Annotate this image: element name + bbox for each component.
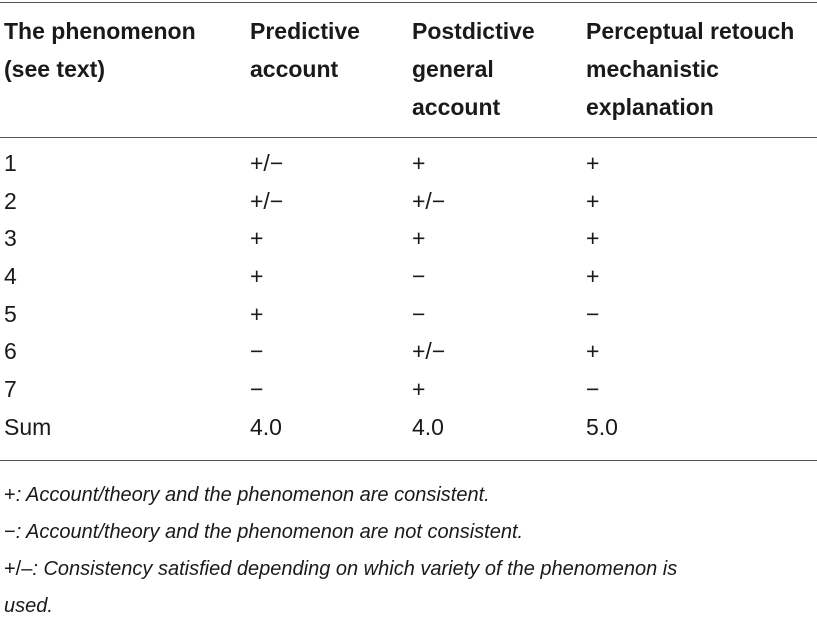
table-cell: 6: [4, 338, 17, 365]
table-cell: +: [586, 338, 600, 365]
table-cell: 5.0: [586, 413, 618, 440]
table-cell: +/−: [250, 150, 284, 176]
header-predictive: Predictive account: [250, 12, 360, 88]
table-cell: 7: [4, 376, 17, 403]
table-cell: −: [412, 263, 426, 290]
header-phenomenon: The phenomenon (see text): [4, 12, 196, 88]
header-line: account: [412, 94, 501, 120]
table-row-sum: Sum 4.0 4.0 5.0: [0, 409, 817, 447]
table-row: 5 + − −: [0, 296, 817, 334]
table-cell: −: [586, 376, 600, 403]
table-footnotes: +: Account/theory and the phenomenon are…: [4, 477, 816, 625]
footnote-symbol: +/–: [4, 558, 33, 580]
table-row: 2 +/− +/− +: [0, 183, 817, 221]
footnote-symbol: +: [4, 484, 16, 506]
header-rule: [0, 137, 817, 138]
table-cell: +/−: [412, 187, 446, 214]
table-cell: 4.0: [250, 413, 282, 440]
table-cell: −: [250, 338, 264, 365]
header-line: Postdictive: [412, 18, 535, 44]
footnote-text: used.: [4, 595, 53, 617]
table-cell: 4.0: [412, 413, 444, 440]
table-cell: +: [250, 300, 264, 327]
table-row: 1 +/− + +: [0, 145, 817, 183]
header-line: explanation: [586, 94, 714, 120]
footnote-text: : Account/theory and the phenomenon are …: [15, 521, 524, 543]
table-cell: 1: [4, 150, 17, 176]
table-cell: −: [586, 300, 600, 327]
footnote: used.: [4, 588, 816, 625]
table-cell: Sum: [4, 413, 52, 440]
table-cell: 3: [4, 225, 17, 252]
bottom-rule: [0, 460, 817, 461]
table-cell: +: [586, 187, 600, 214]
header-line: The phenomenon: [4, 18, 196, 44]
footnote-symbol: −: [4, 521, 16, 543]
header-perceptual-retouch: Perceptual retouch mechanistic explanati…: [586, 12, 794, 126]
table-cell: +: [250, 225, 264, 252]
table-row: 4 + − +: [0, 258, 817, 296]
header-line: account: [250, 56, 339, 82]
header-postdictive: Postdictive general account: [412, 12, 535, 126]
footnote: −: Account/theory and the phenomenon are…: [4, 514, 816, 551]
footnote: +/–: Consistency satisfied depending on …: [4, 551, 816, 588]
footnote: +: Account/theory and the phenomenon are…: [4, 477, 816, 514]
table-cell: −: [412, 300, 426, 327]
table-cell: +: [586, 225, 600, 252]
header-line: mechanistic: [586, 56, 719, 82]
table-header: The phenomenon (see text) Predictive acc…: [0, 12, 817, 132]
header-line: Predictive: [250, 18, 360, 44]
table-cell: +: [250, 263, 264, 290]
table-cell: −: [250, 376, 264, 403]
table-cell: +: [586, 150, 600, 176]
table-cell: +: [412, 376, 426, 403]
table-cell: +: [412, 225, 426, 252]
top-rule: [0, 2, 817, 3]
table-row: 7 − + −: [0, 371, 817, 409]
table-cell: 4: [4, 263, 17, 290]
footnote-text: : Consistency satisfied depending on whi…: [32, 558, 678, 580]
table-cell: 5: [4, 300, 17, 327]
table-cell: +/−: [412, 338, 446, 365]
table-cell: +: [412, 150, 426, 176]
header-line: (see text): [4, 56, 105, 82]
header-line: Perceptual retouch: [586, 18, 795, 44]
table-row: 6 − +/− +: [0, 333, 817, 371]
table-cell: +/−: [250, 187, 284, 214]
table-cell: +: [586, 263, 600, 290]
footnote-text: : Account/theory and the phenomenon are …: [15, 484, 490, 506]
header-line: general: [412, 56, 494, 82]
table-row: 3 + + +: [0, 220, 817, 258]
table-cell: 2: [4, 187, 17, 214]
table-body: 1 +/− + + 2 +/− +/− + 3 + + + 4 + − + 5 …: [0, 145, 817, 447]
